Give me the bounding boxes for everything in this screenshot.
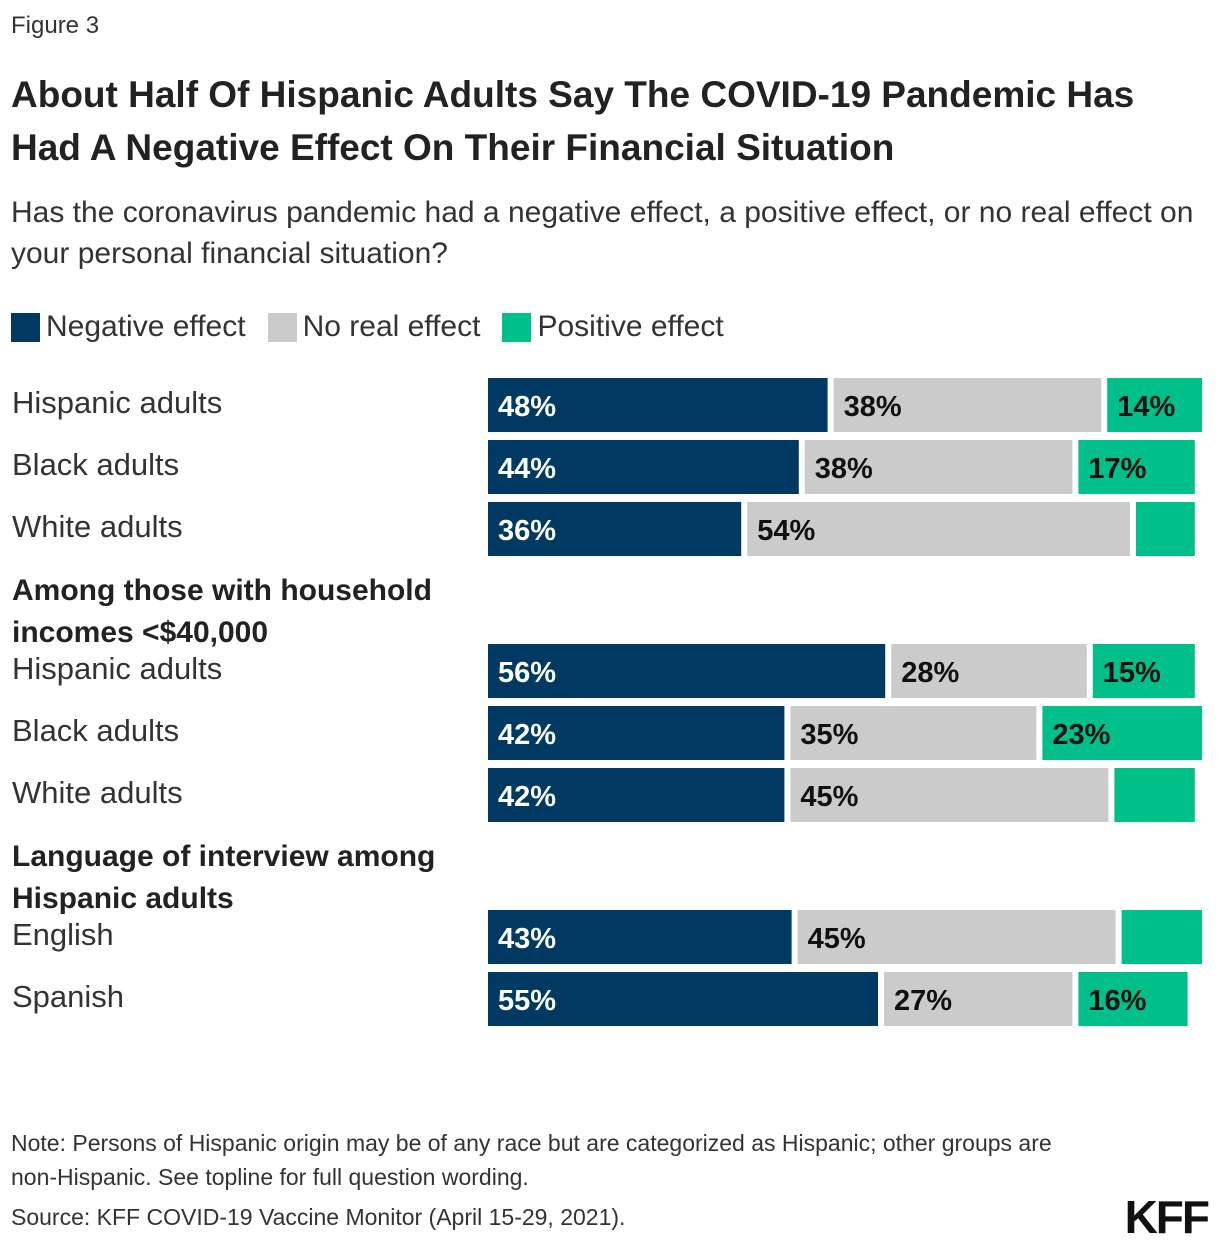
- data-label: 45%: [800, 781, 858, 813]
- bar-segment-negative: [488, 502, 742, 556]
- category-label: White adults: [12, 509, 183, 544]
- category-label: Black adults: [12, 713, 179, 748]
- footnote: Note: Persons of Hispanic origin may be …: [11, 1130, 1052, 1190]
- category-label: Spanish: [12, 979, 124, 1014]
- legend: Negative effect No real effect Positive …: [11, 310, 746, 344]
- figure-label: Figure 3: [11, 12, 100, 39]
- data-label: 17%: [1088, 453, 1146, 485]
- data-label: 54%: [757, 515, 815, 547]
- bar-segment-negative: [488, 910, 792, 964]
- data-label: 45%: [808, 923, 866, 955]
- data-label: 55%: [498, 985, 556, 1017]
- data-label: 27%: [894, 985, 952, 1017]
- section-heading: Among those with household incomes <$40,0…: [12, 574, 432, 649]
- bar-segment-positive: [1114, 768, 1195, 822]
- legend-swatch-positive: [502, 312, 532, 342]
- bar-segment-negative: [488, 972, 878, 1026]
- data-label: 28%: [901, 657, 959, 689]
- category-label: English: [12, 917, 114, 952]
- stacked-bar-chart: Hispanic adults 48% 38% 14% Black adults 44% 3…: [12, 378, 1202, 1026]
- data-label: 42%: [498, 719, 556, 751]
- data-label: 38%: [815, 453, 873, 485]
- data-label: 15%: [1103, 657, 1161, 689]
- legend-swatch-negative: [11, 312, 40, 342]
- bar-segment-no-effect: [790, 768, 1109, 822]
- section-heading: Language of interview among Hispanic adul…: [12, 840, 435, 915]
- bar-segment-negative: [488, 706, 785, 760]
- kff-logo: KFF: [1124, 1191, 1210, 1243]
- legend-item-positive: Positive effect: [502, 310, 724, 344]
- bar-segment-no-effect: [790, 706, 1037, 760]
- chart-subtitle: Has the coronavirus pandemic had a negat…: [11, 196, 1194, 270]
- source-note: Source: KFF COVID-19 Vaccine Monitor (Ap…: [11, 1204, 626, 1230]
- bar-segment-positive: [1078, 440, 1195, 494]
- legend-label-negative: Negative effect: [46, 310, 246, 343]
- data-label: 56%: [498, 657, 556, 689]
- chart-title: About Half Of Hispanic Adults Say The CO…: [11, 74, 1135, 168]
- data-label: 43%: [498, 923, 556, 955]
- legend-item-no-effect: No real effect: [267, 310, 481, 344]
- bar-segment-no-effect: [797, 910, 1116, 964]
- bar-segment-negative: [488, 768, 785, 822]
- legend-label-no-effect: No real effect: [302, 310, 481, 343]
- bar-segment-positive: [1121, 910, 1202, 964]
- legend-swatch-no-effect: [267, 312, 297, 342]
- category-label: White adults: [12, 775, 183, 810]
- category-label: Hispanic adults: [12, 651, 222, 686]
- bar-segment-no-effect: [833, 378, 1102, 432]
- bar-segment-no-effect: [891, 644, 1087, 698]
- bar-segment-negative: [488, 378, 828, 432]
- bar-segment-positive: [1092, 644, 1195, 698]
- bar-segment-positive: [1078, 972, 1188, 1026]
- data-label: 48%: [498, 391, 556, 423]
- bar-segment-negative: [488, 440, 799, 494]
- data-label: 42%: [498, 781, 556, 813]
- bar-segment-positive: [1136, 502, 1195, 556]
- category-label: Hispanic adults: [12, 385, 222, 420]
- data-label: 16%: [1088, 985, 1146, 1017]
- legend-label-positive: Positive effect: [537, 310, 724, 343]
- data-label: 44%: [498, 453, 556, 485]
- legend-item-negative: Negative effect: [11, 310, 246, 344]
- data-label: 14%: [1117, 391, 1175, 423]
- bar-segment-no-effect: [884, 972, 1073, 1026]
- bar-segment-negative: [488, 644, 886, 698]
- bar-segment-positive: [1042, 706, 1202, 760]
- data-label: 38%: [844, 391, 902, 423]
- bar-segment-no-effect: [804, 440, 1073, 494]
- bar-segment-no-effect: [747, 502, 1130, 556]
- bar-segment-positive: [1107, 378, 1202, 432]
- data-label: 36%: [498, 515, 556, 547]
- data-label: 23%: [1052, 719, 1110, 751]
- category-label: Black adults: [12, 447, 179, 482]
- data-label: 35%: [800, 719, 858, 751]
